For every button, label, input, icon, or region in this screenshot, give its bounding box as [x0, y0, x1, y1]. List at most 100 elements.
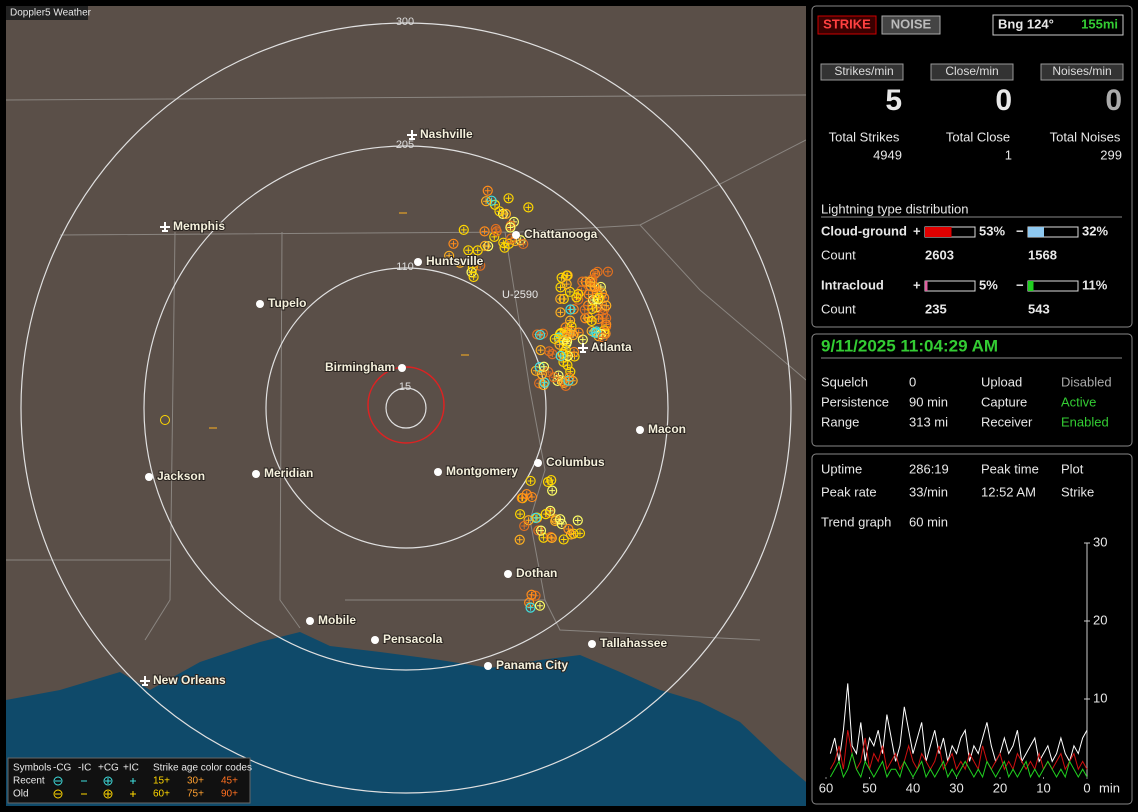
distance: 155mi: [1081, 16, 1118, 31]
airport-icon: [140, 676, 150, 686]
strike-symbol: [444, 250, 455, 261]
x-tick-label: 0: [1083, 780, 1090, 795]
y-tick-label: 30: [1093, 534, 1107, 549]
strike-symbol: [547, 533, 554, 540]
strike-symbol: [565, 315, 576, 326]
city-label: Tupelo: [268, 296, 306, 310]
airport-icon: [578, 343, 588, 353]
stat-item: Peak time: [981, 461, 1039, 476]
strike-symbol: [563, 272, 570, 279]
legend-symbol: [103, 789, 113, 799]
status-item: Receiver: [981, 414, 1033, 429]
strike-symbol: [534, 600, 546, 611]
percent-label: 53%: [979, 223, 1005, 238]
strike-symbol: [560, 344, 571, 355]
rate-button[interactable]: [820, 63, 904, 81]
city-label: Atlanta: [591, 340, 632, 354]
strike-symbol: [479, 226, 490, 237]
strike-symbol: [595, 316, 602, 323]
rate-button[interactable]: [930, 63, 1014, 81]
stat-item: 286:19: [909, 461, 949, 476]
strike-symbol: [571, 292, 582, 303]
strike-symbol: [581, 306, 588, 313]
strike-symbol: [482, 185, 493, 196]
strike-symbol: [587, 303, 598, 315]
strike-symbol: [557, 295, 564, 302]
strike-symbol: [558, 274, 565, 281]
rate-button[interactable]: [1040, 63, 1124, 81]
strike-symbol: [494, 206, 505, 217]
strike-symbol: [525, 204, 532, 211]
rate-label: Close/min: [945, 64, 998, 78]
noise-button[interactable]: [881, 15, 941, 35]
strike-symbol: [597, 332, 608, 343]
strike-symbol: [508, 235, 515, 242]
total-value: 1: [1005, 147, 1012, 162]
strike-symbol: [557, 309, 564, 316]
strike-symbol: [564, 372, 575, 383]
title-box: [6, 6, 88, 20]
city-dot: [512, 231, 520, 239]
stat-item: 60 min: [909, 514, 948, 529]
trend-panel: [811, 453, 1133, 805]
strike-symbol: [484, 187, 491, 194]
strike-symbol: [474, 247, 481, 254]
city-label: Jackson: [157, 469, 205, 483]
strike-symbol: [577, 276, 588, 287]
city-dot: [256, 300, 264, 308]
range-label: 205: [396, 139, 414, 151]
city-dot: [145, 473, 153, 481]
count-value: 235: [925, 301, 947, 316]
strike-symbol: [448, 238, 459, 249]
rate-value: 0: [995, 84, 1012, 117]
strike-symbol: [548, 477, 555, 484]
strike-symbol: [538, 527, 545, 534]
strike-symbol: [589, 268, 601, 279]
strike-symbol: [557, 352, 564, 359]
strike-symbol: [457, 259, 464, 266]
bar-frame: [924, 280, 976, 292]
rate-label: Strikes/min: [834, 64, 893, 78]
strike-symbol: [505, 222, 516, 233]
strike-symbol: [547, 485, 558, 496]
strike-symbol: [593, 292, 604, 303]
strike-symbol: [585, 291, 592, 298]
strike-symbol: [546, 348, 553, 355]
strike-symbol: [525, 517, 532, 524]
status-panel: [811, 333, 1133, 447]
type-label: Intracloud: [821, 277, 884, 292]
city-label: Columbus: [546, 455, 605, 469]
strike-button[interactable]: [817, 15, 877, 35]
strike-symbol: [501, 244, 508, 251]
counts-panel: [811, 5, 1133, 328]
city-dot: [414, 258, 422, 266]
strike-marker: U-2590: [502, 289, 538, 301]
strike-symbol: [563, 329, 570, 336]
strike-symbol: [540, 509, 551, 520]
airport-icon: [407, 130, 417, 140]
map: Nashville Memphis Chattanooga Huntsville Tup…: [6, 6, 806, 806]
stat-item: Uptime: [821, 461, 862, 476]
percent-label: 5%: [979, 277, 998, 292]
strike-symbol: [601, 300, 612, 311]
count-value: 543: [1028, 301, 1050, 316]
total-label: Total Close: [946, 129, 1010, 144]
city-dot: [371, 636, 379, 644]
strikes: [160, 185, 614, 613]
legend-header: Symbols: [13, 763, 51, 774]
strike-symbol: [566, 374, 573, 381]
strike-symbol: [558, 534, 569, 545]
strike-symbol: [549, 333, 560, 344]
count-value: 1568: [1028, 247, 1057, 262]
status-item: 0: [909, 374, 916, 389]
strike-symbol: [564, 338, 571, 345]
city-dot: [588, 640, 596, 648]
city-label: Mobile: [318, 613, 356, 627]
strike-symbol: [557, 284, 564, 291]
distribution-title: Lightning type distribution: [821, 201, 968, 216]
strike-symbol: [468, 271, 479, 283]
city-label: Macon: [648, 422, 686, 436]
legend-age: 15+: [153, 776, 170, 787]
strike-symbol: [538, 361, 550, 372]
